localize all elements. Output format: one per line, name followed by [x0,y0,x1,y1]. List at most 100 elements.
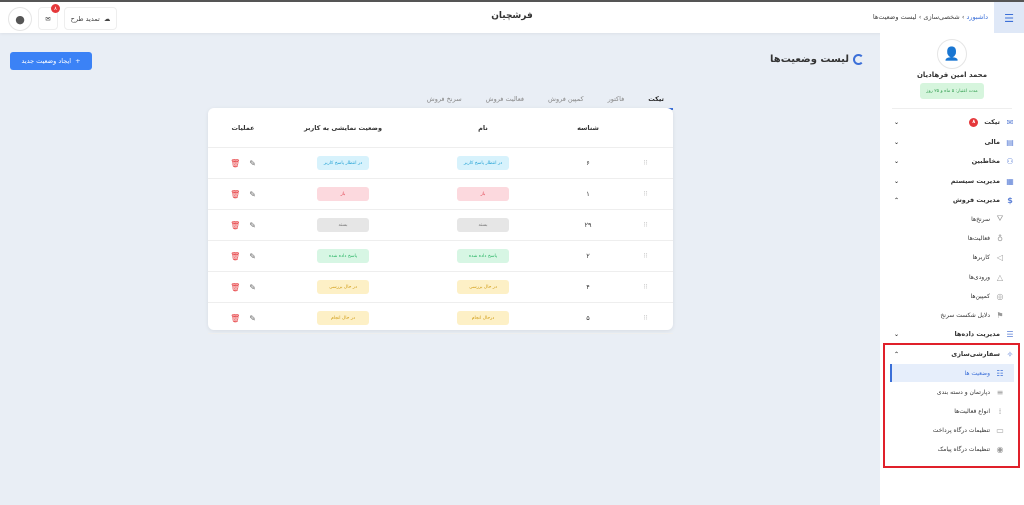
edit-icon[interactable]: ✎ [249,220,256,230]
edit-icon[interactable]: ✎ [249,282,256,292]
sidebar-item-label: دپارتمان و دسته بندی [936,388,990,396]
sidebar-item[interactable]: ♁ فعالیت‌ها [880,229,1024,247]
sidebar-item-label: سرنخ‌ها [971,215,990,223]
edit-icon[interactable]: ✎ [249,189,256,199]
sidebar-item[interactable]: ⛛ سرنخ‌ها [880,210,1024,228]
mail-icon: ✉ [1006,117,1014,127]
row-actions: ✎ 🗑 [208,221,278,230]
status-badge: در حال بررسی [457,280,509,294]
card-icon: ▭ [996,425,1004,435]
breadcrumb-customization[interactable]: شخصی‌سازی [923,13,960,21]
sidebar-item[interactable]: ≡ دپارتمان و دسته بندی [880,383,1024,401]
update-plan-button[interactable]: تمدید طرح ☁ [64,7,117,30]
sidebar-item-label: تیکت [984,118,1000,126]
trash-icon[interactable]: 🗑 [230,282,241,292]
sidebar-item-label: تنظیمات درگاه پیامک [937,445,990,453]
profile-avatar: 👤 [937,39,967,69]
sidebar-item[interactable]: ◎ کمپین‌ها [880,287,1024,305]
cell-display: باز [278,187,408,201]
app-title: فرشچیان [491,11,533,21]
sidebar-item-label: فعالیت‌ها [967,234,990,242]
trash-icon[interactable]: 🗑 [230,313,241,323]
cell-display: در حال بررسی [278,280,408,294]
cloud-icon: ☁ [103,14,111,23]
chevron-down-icon: ⌄ [894,157,900,165]
sidebar-item[interactable]: ☷ وضعیت ها [890,364,1014,382]
row-actions: ✎ 🗑 [208,190,278,199]
chevron-down-icon: ⌄ [894,118,900,126]
drag-handle-icon[interactable]: ⠿ [643,159,648,167]
flag-icon: ⚑ [996,310,1004,320]
tab-1[interactable]: فاکتور [607,95,625,103]
status-badge: پاسخ داده شده [317,249,369,263]
tab-3[interactable]: فعالیت فروش [485,95,525,103]
profile-name: محمد امین فرهادیان [916,71,988,79]
mail-button[interactable]: ✉ ۸ [38,4,60,30]
sidebar-item[interactable]: ▤ مالی ⌄ [880,133,1024,151]
cell-name: درحال انجام [408,311,558,325]
drag-handle-icon[interactable]: ⠿ [643,314,648,322]
table-icon: ▦ [1006,176,1014,186]
cell-name: باز [408,187,558,201]
status-badge: درحال انجام [457,311,509,325]
database-icon: ☰ [1006,329,1014,339]
sidebar-item[interactable]: ☰ مدیریت داده‌ها ⌄ [880,325,1024,343]
sidebar-item[interactable]: ⚑ دلایل شکست سرنخ [880,306,1024,324]
sidebar-item[interactable]: ✉ تیکت ۸ ⌄ [880,113,1024,131]
col-id: شناسه [577,123,599,132]
menu-toggle-button[interactable]: ☰ [994,2,1024,35]
user-icon: 👤 [943,46,961,62]
new-status-button[interactable]: + ایجاد وضعیت جدید [10,52,92,70]
drag-handle-icon[interactable]: ⠿ [643,190,648,198]
edit-icon[interactable]: ✎ [249,313,256,323]
sidebar-item[interactable]: ▭ تنظیمات درگاه پرداخت [880,421,1024,439]
loader-icon [853,54,864,65]
sidebar-item[interactable]: $ مدیریت فروش ⌃ [880,191,1024,209]
sidebar-item[interactable]: ⁞ انواع فعالیت‌ها [880,402,1024,420]
new-status-label: ایجاد وضعیت جدید [21,57,72,65]
wallet-icon: ▤ [1006,137,1014,147]
trash-icon[interactable]: 🗑 [230,220,241,230]
breadcrumb-current: لیست وضعیت‌ها [872,13,917,21]
wand-icon: ✧ [1006,349,1014,359]
divider [892,108,1012,109]
sidebar-item[interactable]: ◉ تنظیمات درگاه پیامک [880,440,1024,458]
dollar-icon: $ [1007,195,1013,205]
update-plan-label: تمدید طرح [70,14,100,23]
chevron-down-icon: ⌄ [894,330,900,338]
row-actions: ✎ 🗑 [208,314,278,323]
col-name: نام [478,123,488,132]
funnel-icon: ⛛ [996,214,1004,223]
breadcrumb: داشبورد › شخصی‌سازی › لیست وضعیت‌ها [872,13,989,21]
sidebar-item[interactable]: ✧ سفارشی‌سازی ⌃ [880,345,1024,363]
edit-icon[interactable]: ✎ [249,251,256,261]
sidebar-item[interactable]: ⚇ مخاطبین ⌄ [880,152,1024,170]
table-row: ⠿ ۲ پاسخ داده شده پاسخ داده شده ✎ 🗑 [208,241,673,272]
edit-icon[interactable]: ✎ [249,158,256,168]
status-badge: باز [317,187,369,201]
tab-2[interactable]: کمپین فروش [548,95,584,103]
breadcrumb-dashboard[interactable]: داشبورد [966,13,989,21]
megaphone-icon: ◁ [996,252,1004,262]
sidebar-item-label: انواع فعالیت‌ها [954,407,990,415]
row-actions: ✎ 🗑 [208,159,278,168]
drag-handle-icon[interactable]: ⠿ [643,283,648,291]
target-icon: ◎ [996,291,1004,301]
table-row: ⠿ ۲۹ بسته بسته ✎ 🗑 [208,210,673,241]
status-badge: در حال بررسی [317,280,369,294]
sidebar-item[interactable]: △ ورودی‌ها [880,268,1024,286]
table-row: ⠿ ۶ در انتظار پاسخ کاربر در انتظار پاسخ کار… [208,148,673,179]
trash-icon[interactable]: 🗑 [230,251,241,261]
trash-icon[interactable]: 🗑 [230,189,241,199]
chevron-down-icon: ⌄ [894,138,900,146]
drag-handle-icon[interactable]: ⠿ [643,252,648,260]
sidebar-item[interactable]: ◁ کاربرها [880,248,1024,266]
user-avatar[interactable]: ● [8,7,32,31]
validity-badge: مدت اعتبار: ۵ ماه و ۲۵ روز [920,83,984,99]
tab-4[interactable]: سرنخ فروش [426,95,462,103]
sidebar-item[interactable]: ▦ مدیریت سیستم ⌄ [880,172,1024,190]
drag-handle-icon[interactable]: ⠿ [643,221,648,229]
mail-badge: ۸ [51,4,60,13]
trash-icon[interactable]: 🗑 [230,158,241,168]
cell-display: بسته [278,218,408,232]
